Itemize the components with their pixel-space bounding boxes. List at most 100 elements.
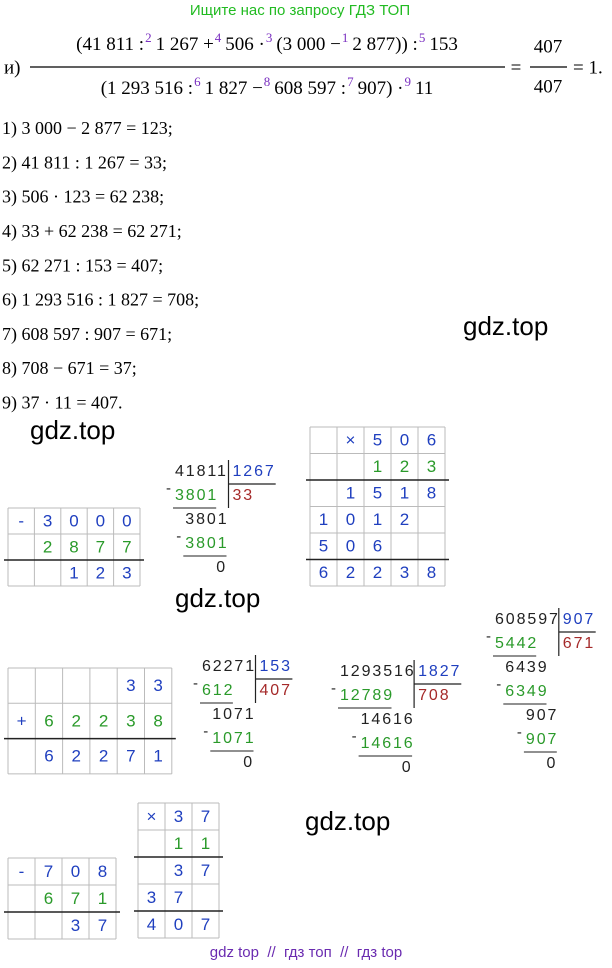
step-number: 7 bbox=[347, 74, 354, 89]
digit: - bbox=[18, 511, 24, 530]
digit: 7 bbox=[96, 537, 105, 556]
term: 1 827 − bbox=[205, 78, 263, 99]
term: 1 267 + bbox=[156, 34, 214, 55]
minus-sign: - bbox=[517, 724, 522, 741]
digit: 7 bbox=[126, 747, 135, 766]
minus-sign: - bbox=[203, 723, 208, 740]
remainder: 0 bbox=[402, 759, 413, 776]
digit: 3 bbox=[400, 563, 409, 582]
digit: 6 bbox=[44, 747, 53, 766]
quotient: 708 bbox=[418, 687, 450, 704]
digit: 2 bbox=[99, 711, 108, 730]
digit: 7 bbox=[71, 889, 80, 908]
digit: 2 bbox=[400, 510, 409, 529]
digit: 2 bbox=[99, 747, 108, 766]
digit: 3 bbox=[153, 676, 162, 695]
result-denominator: 407 bbox=[534, 76, 563, 97]
term: 153 bbox=[429, 34, 458, 55]
subtrahend: 612 bbox=[202, 682, 234, 699]
digit: 2 bbox=[72, 711, 81, 730]
step: 8) 708 − 671 = 37; bbox=[2, 358, 137, 379]
remainder: 0 bbox=[216, 559, 227, 576]
minus-sign: - bbox=[486, 628, 491, 645]
digit: 3 bbox=[174, 861, 183, 880]
step: 5) 62 271 : 153 = 407; bbox=[2, 255, 163, 276]
remainder: 0 bbox=[243, 754, 254, 771]
digit: 1 bbox=[201, 834, 210, 853]
step-number: 3 bbox=[266, 30, 273, 45]
step: 3) 506 · 123 = 62 238; bbox=[2, 187, 164, 208]
step-number: 2 bbox=[145, 30, 152, 45]
subtrahend: 3801 bbox=[175, 487, 218, 504]
subtrahend: 1071 bbox=[212, 730, 255, 747]
divisor: 153 bbox=[260, 658, 292, 675]
quotient: 407 bbox=[260, 682, 292, 699]
digit: 3 bbox=[126, 676, 135, 695]
digit: 3 bbox=[43, 511, 52, 530]
digit: 2 bbox=[72, 747, 81, 766]
step: 2) 41 811 : 1 267 = 33; bbox=[2, 152, 167, 173]
digit: 2 bbox=[346, 563, 355, 582]
term: 2 877)) : bbox=[352, 34, 417, 55]
subtrahend: 3801 bbox=[185, 535, 228, 552]
dividend: 41811 bbox=[175, 463, 228, 480]
dividend: 608597 bbox=[495, 611, 560, 628]
digit: 3 bbox=[122, 563, 131, 582]
digit: 1 bbox=[373, 510, 382, 529]
digit: 7 bbox=[201, 807, 210, 826]
watermark: gdz.top bbox=[175, 583, 260, 613]
step: 1) 3 000 − 2 877 = 123; bbox=[2, 118, 173, 139]
digit: 7 bbox=[98, 916, 107, 935]
digit: 1 bbox=[319, 510, 328, 529]
divisor: 1267 bbox=[233, 463, 276, 480]
digit: 2 bbox=[373, 563, 382, 582]
subtrahend: 907 bbox=[526, 731, 558, 748]
term: 907) · bbox=[358, 78, 404, 99]
divisor: 1827 bbox=[418, 663, 461, 680]
quotient: 671 bbox=[563, 635, 595, 652]
remainder: 14616 bbox=[361, 711, 415, 728]
digit: 0 bbox=[122, 511, 131, 530]
footer: gdz top // гдз топ // гдз top bbox=[210, 944, 402, 961]
digit: 8 bbox=[427, 484, 436, 503]
digit: 2 bbox=[96, 563, 105, 582]
result-tail: = 1. bbox=[573, 57, 603, 78]
digit: 6 bbox=[44, 711, 53, 730]
dividend: 62271 bbox=[202, 658, 256, 675]
digit: 1 bbox=[174, 834, 183, 853]
digit: 8 bbox=[153, 711, 162, 730]
term: 608 597 : bbox=[274, 78, 346, 99]
step-number: 4 bbox=[215, 30, 222, 45]
step: 7) 608 597 : 907 = 671; bbox=[2, 324, 172, 345]
digit: 4 bbox=[147, 915, 156, 934]
header-title: Ищите нас по запросу ГДЗ ТОП bbox=[190, 2, 410, 19]
minus-sign: - bbox=[193, 675, 198, 692]
digit: 6 bbox=[373, 537, 382, 556]
term: (3 000 − bbox=[276, 34, 341, 55]
remainder: 907 bbox=[526, 707, 558, 724]
digit: 3 bbox=[174, 807, 183, 826]
digit: 2 bbox=[400, 457, 409, 476]
digit: 3 bbox=[126, 711, 135, 730]
digit: 7 bbox=[122, 537, 131, 556]
expression-label: и) bbox=[4, 57, 21, 78]
step: 4) 33 + 62 238 = 62 271; bbox=[2, 221, 182, 242]
digit: 1 bbox=[153, 747, 162, 766]
remainder: 1071 bbox=[212, 706, 255, 723]
digit: 0 bbox=[346, 537, 355, 556]
step-number: 9 bbox=[404, 74, 411, 89]
digit: 1 bbox=[346, 484, 355, 503]
digit: 8 bbox=[427, 563, 436, 582]
term: 11 bbox=[415, 78, 433, 99]
term: 506 · bbox=[225, 34, 265, 55]
digit: 0 bbox=[69, 511, 78, 530]
digit: 1 bbox=[69, 563, 78, 582]
subtrahend: 5442 bbox=[495, 635, 538, 652]
digit: × bbox=[346, 431, 356, 450]
digit: × bbox=[147, 807, 157, 826]
digit: 6 bbox=[427, 431, 436, 450]
digit: 0 bbox=[346, 510, 355, 529]
term: (1 293 516 : bbox=[101, 78, 193, 99]
